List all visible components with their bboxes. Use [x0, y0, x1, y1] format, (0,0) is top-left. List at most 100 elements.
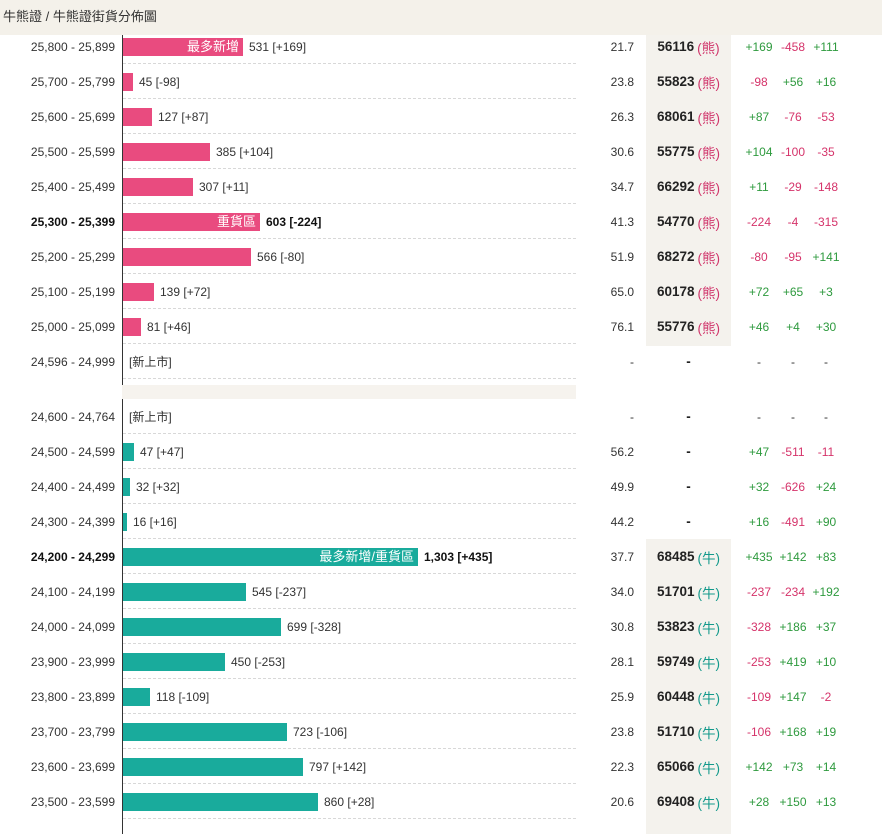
bull-row: 23,500 - 23,599 860 [+28] 20.6 69408 (牛) +28 +… [0, 784, 882, 819]
row-divider [123, 238, 576, 239]
bull-bar: 最多新增/重貨區 [123, 547, 418, 566]
bear-bar [123, 247, 251, 266]
row-divider [123, 573, 576, 574]
bull-type-tag: (牛) [697, 585, 721, 601]
change-value: -511 [781, 444, 805, 459]
bear-type-tag: (熊) [697, 180, 721, 196]
row-divider [123, 63, 576, 64]
strike-range: 24,000 - 24,099 [30, 619, 115, 634]
warrant-code: - [646, 434, 731, 469]
distance-percent: - [630, 409, 634, 424]
strike-range: 23,600 - 23,699 [30, 759, 115, 774]
bull-row: 23,700 - 23,799 723 [-106] 23.8 51710 (牛) -10… [0, 714, 882, 749]
warrant-code[interactable]: 55776 (熊) [646, 309, 731, 344]
warrant-code-number: 54770 [656, 214, 695, 229]
warrant-code[interactable]: 55775 (熊) [646, 134, 731, 169]
strike-range: 24,600 - 24,764 [30, 409, 115, 424]
change-value: -224 [746, 214, 772, 229]
bar-value-label: 47 [+47] [140, 444, 184, 459]
distance-percent: 23.8 [610, 724, 634, 739]
bull-type-tag: (牛) [697, 795, 721, 811]
warrant-code-number: 68061 [656, 109, 695, 124]
change-value: +16 [815, 74, 837, 89]
bull-row: 24,400 - 24,499 32 [+32] 49.9 - +32 -626 +24 [0, 469, 882, 504]
change-value: +11 [749, 179, 769, 194]
change-value: +104 [745, 144, 773, 159]
strike-range: 24,596 - 24,999 [30, 354, 115, 369]
distance-percent: 51.9 [610, 249, 634, 264]
change-value: +16 [748, 514, 770, 529]
row-divider [123, 748, 576, 749]
bear-type-tag: (熊) [697, 250, 721, 266]
warrant-code[interactable]: 51710 (牛) [646, 714, 731, 749]
change-value: -491 [780, 514, 806, 529]
bar-value-label: 699 [-328] [287, 619, 342, 634]
bear-row: 25,500 - 25,599 385 [+104] 30.6 55775 (熊) +10… [0, 134, 882, 169]
warrant-code-number: 56116 [657, 39, 695, 54]
warrant-code-number: 51710 [656, 724, 695, 739]
distance-percent: 76.1 [610, 319, 634, 334]
bear-row: 25,800 - 25,899 最多新增 531 [+169] 21.7 56116 (熊… [0, 29, 882, 64]
warrant-code: - [646, 504, 731, 539]
change-value: -95 [784, 249, 802, 264]
warrant-code[interactable]: 68485 (牛) [646, 539, 731, 574]
bull-row: 23,800 - 23,899 118 [-109] 25.9 60448 (牛) -10… [0, 679, 882, 714]
bull-bar [123, 582, 246, 601]
change-value: - [824, 409, 828, 424]
warrant-code[interactable]: 65066 (牛) [646, 749, 731, 784]
row-divider [123, 783, 576, 784]
change-value: -234 [780, 584, 806, 599]
change-value: - [791, 409, 795, 424]
bar-value-label: 45 [-98] [139, 74, 180, 89]
warrant-code[interactable]: 68061 (熊) [646, 99, 731, 134]
row-divider [123, 538, 576, 539]
change-value: -237 [746, 584, 772, 599]
warrant-code[interactable]: 68272 (熊) [646, 239, 731, 274]
bar-value-label: 797 [+142] [309, 759, 367, 774]
change-value: -100 [780, 144, 806, 159]
change-value: +142 [779, 549, 807, 564]
change-value: +186 [779, 619, 807, 634]
warrant-code[interactable]: 69408 (牛) [646, 784, 731, 819]
change-value: -35 [817, 144, 835, 159]
warrant-code-number: - [686, 444, 691, 459]
warrant-code[interactable]: 55823 (熊) [646, 64, 731, 99]
warrant-code: - [646, 399, 731, 434]
warrant-code[interactable]: 56116 (熊) [646, 29, 731, 64]
bear-type-tag: (熊) [697, 40, 720, 56]
bull-row: 23,900 - 23,999 450 [-253] 28.1 59749 (牛) -25… [0, 644, 882, 679]
change-value: -148 [813, 179, 839, 194]
strike-range: 24,200 - 24,299 [30, 549, 115, 564]
bull-type-tag: (牛) [697, 550, 721, 566]
bar-value-label: 450 [-253] [231, 654, 286, 669]
warrant-code-number: 68272 [656, 249, 695, 264]
strike-range: 25,600 - 25,699 [30, 109, 115, 124]
change-value: - [757, 409, 761, 424]
bear-row: 25,100 - 25,199 139 [+72] 65.0 60178 (熊) +72 +… [0, 274, 882, 309]
change-value: +13 [815, 794, 837, 809]
bar-value-label: 307 [+11] [199, 179, 249, 194]
row-divider [123, 343, 576, 344]
warrant-code[interactable]: 66292 (熊) [646, 169, 731, 204]
change-value: +10 [815, 654, 837, 669]
warrant-code[interactable]: 53823 (牛) [646, 609, 731, 644]
distance-percent: 28.1 [610, 654, 634, 669]
row-divider [123, 713, 576, 714]
bull-bar [123, 687, 150, 706]
bear-type-tag: (熊) [697, 110, 721, 126]
change-value: -106 [746, 724, 772, 739]
row-divider [123, 273, 576, 274]
bar-tag-label: 重貨區 [216, 213, 256, 229]
bull-bar [123, 512, 127, 531]
warrant-code[interactable]: 60178 (熊) [646, 274, 731, 309]
distance-percent: 34.7 [610, 179, 634, 194]
bear-row: 25,200 - 25,299 566 [-80] 51.9 68272 (熊) -80 -… [0, 239, 882, 274]
warrant-code[interactable]: 51701 (牛) [646, 574, 731, 609]
warrant-code[interactable]: 59749 (牛) [646, 644, 731, 679]
warrant-code[interactable]: 60448 (牛) [646, 679, 731, 714]
distance-percent: 44.2 [610, 514, 634, 529]
warrant-code-number: 65066 [656, 759, 695, 774]
warrant-code: - [646, 469, 731, 504]
warrant-code[interactable]: 54770 (熊) [646, 204, 731, 239]
strike-range: 25,000 - 25,099 [30, 319, 115, 334]
